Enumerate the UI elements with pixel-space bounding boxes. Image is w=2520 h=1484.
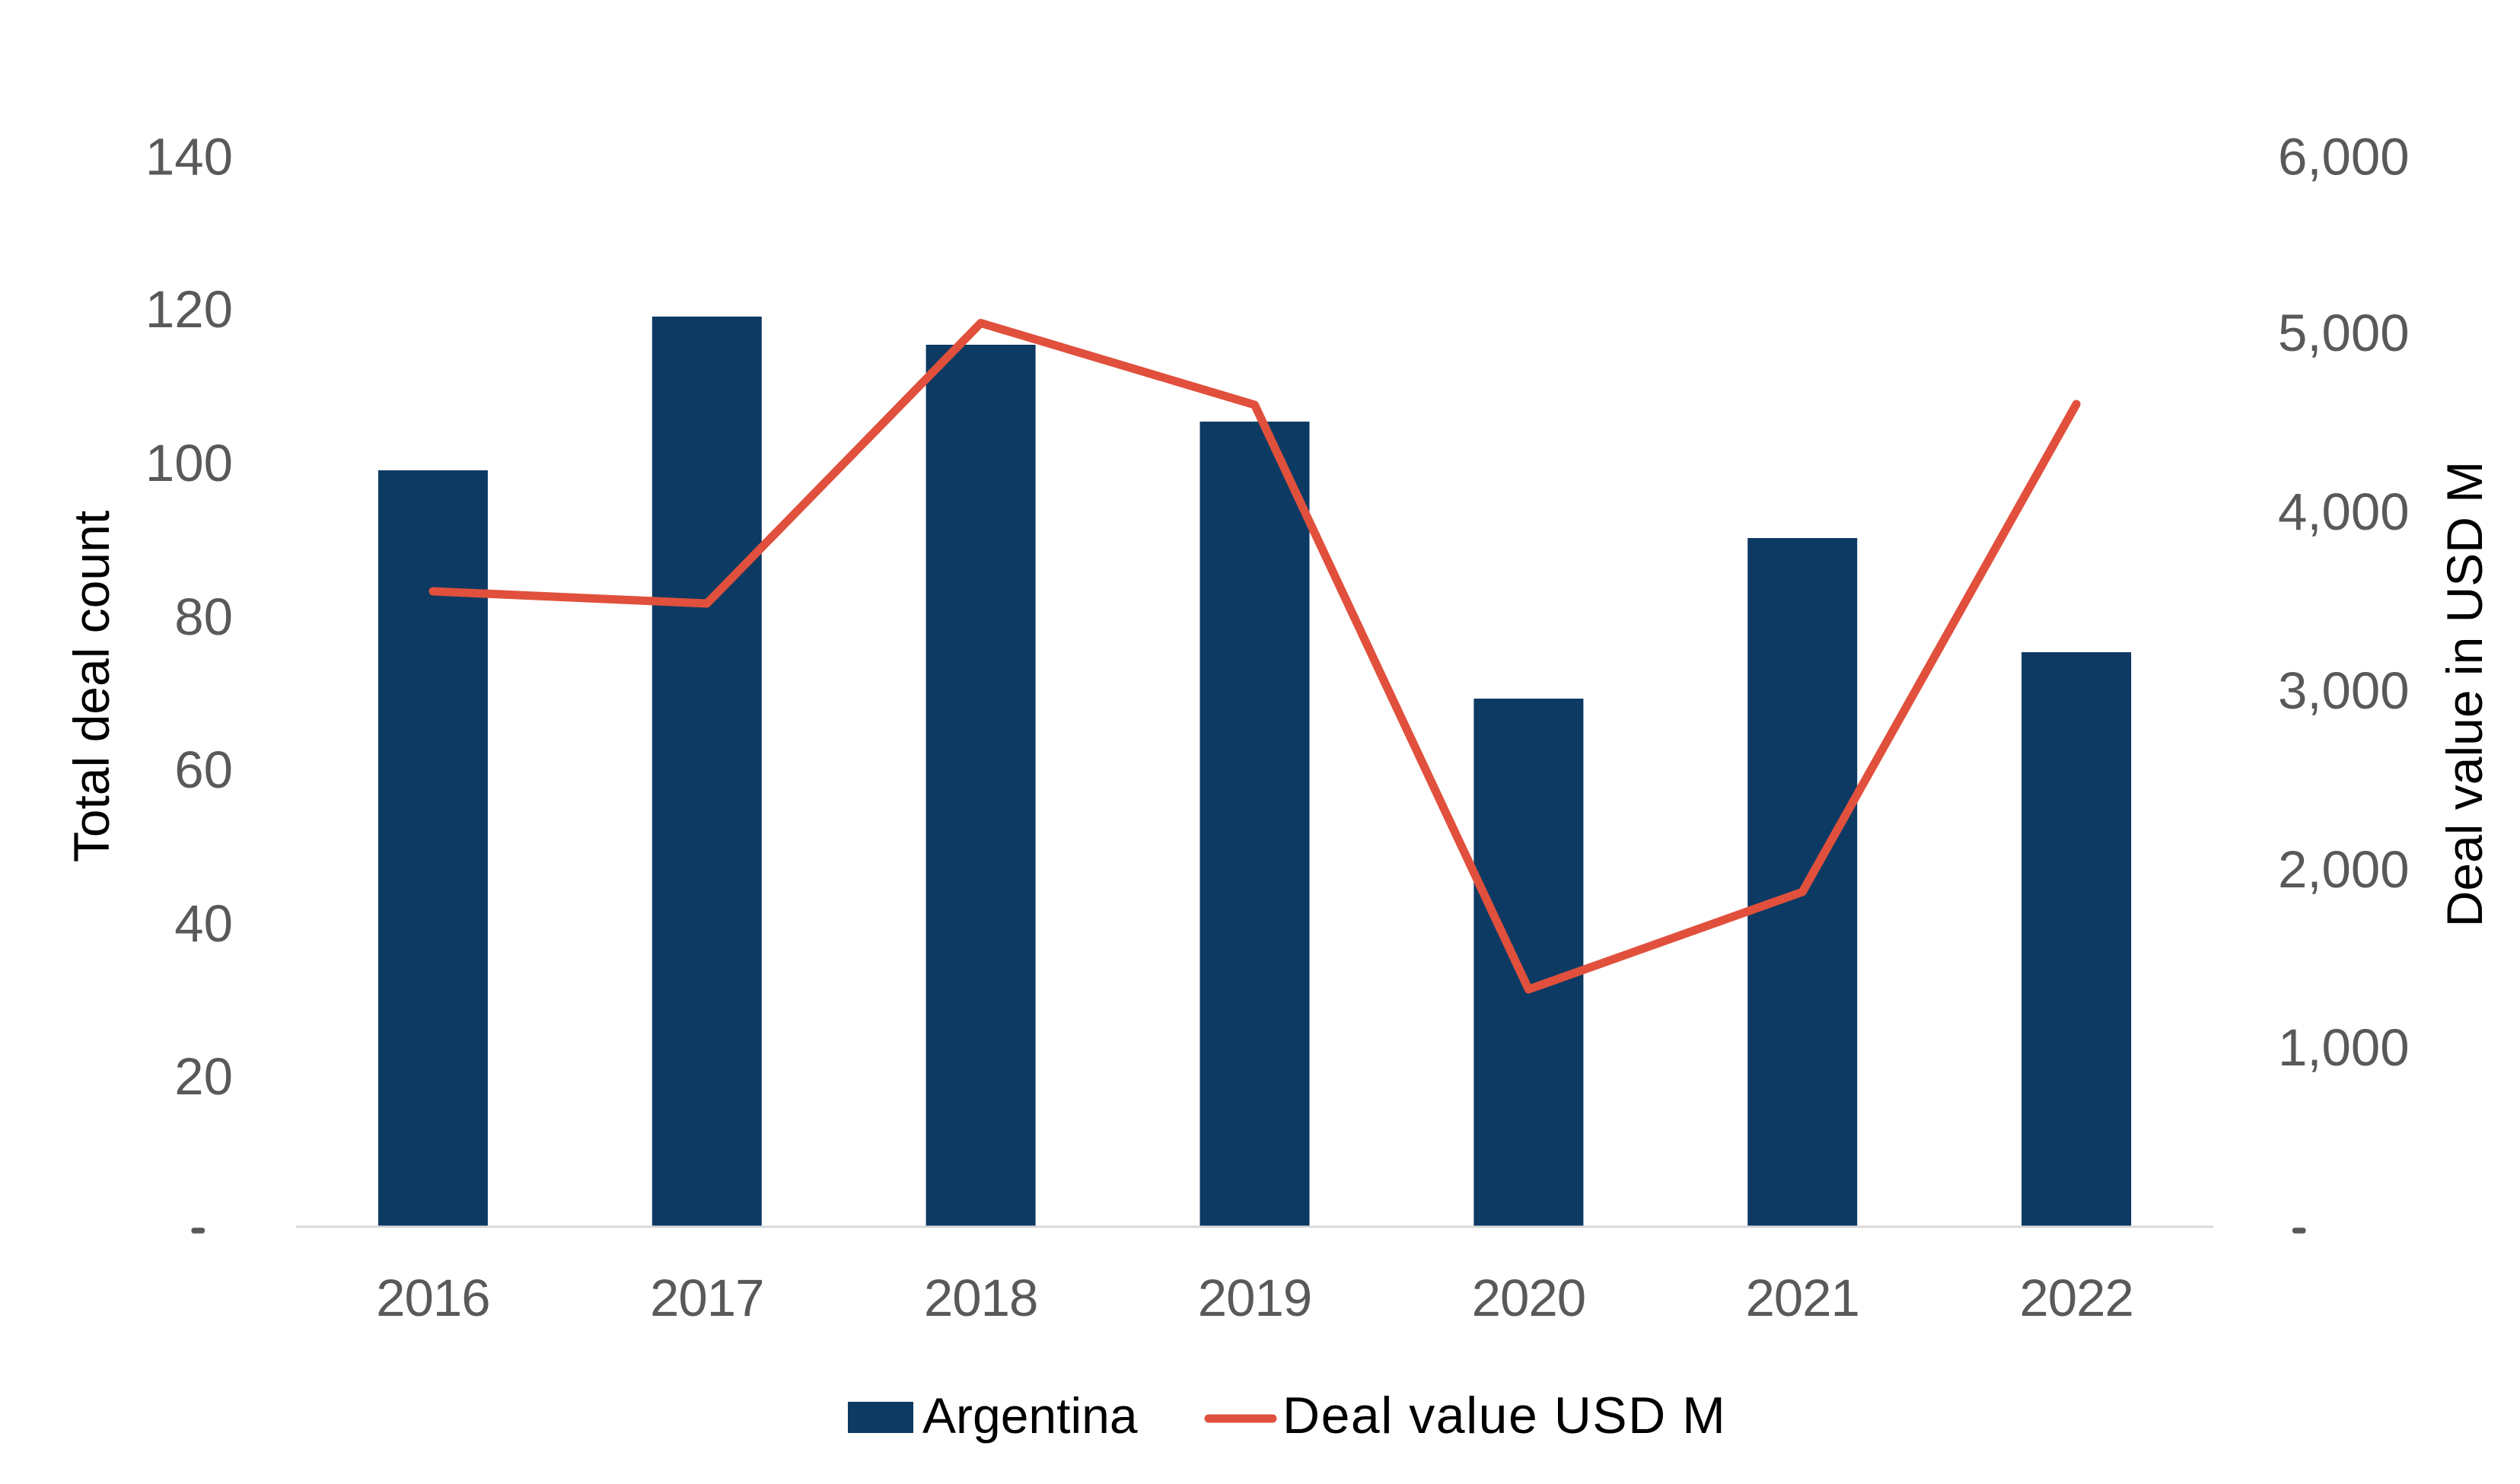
svg-text:1,000: 1,000 [2278, 1018, 2410, 1077]
svg-text:140: 140 [145, 128, 233, 186]
svg-text:Deal value USD M: Deal value USD M [1282, 1387, 1726, 1444]
svg-text:80: 80 [174, 588, 233, 646]
svg-text:2017: 2017 [650, 1269, 764, 1327]
svg-text:2,000: 2,000 [2278, 840, 2410, 899]
svg-text:2018: 2018 [924, 1269, 1038, 1327]
svg-text:Argentina: Argentina [922, 1387, 1138, 1444]
svg-text:Total deal count: Total deal count [63, 511, 119, 862]
svg-text:40: 40 [174, 894, 233, 953]
svg-text:2021: 2021 [1745, 1269, 1859, 1327]
svg-text:20: 20 [174, 1047, 233, 1106]
svg-text:3,000: 3,000 [2278, 661, 2410, 720]
svg-text:2022: 2022 [2019, 1269, 2133, 1327]
svg-text:2019: 2019 [1198, 1269, 1312, 1327]
svg-text:100: 100 [145, 434, 233, 492]
svg-text:2020: 2020 [1472, 1269, 1586, 1327]
svg-text:2016: 2016 [376, 1269, 490, 1327]
svg-text:120: 120 [145, 280, 233, 339]
svg-text:5,000: 5,000 [2278, 304, 2410, 362]
svg-text:6,000: 6,000 [2278, 128, 2410, 186]
svg-text:60: 60 [174, 740, 233, 799]
svg-text:Deal value in USD M: Deal value in USD M [2436, 461, 2493, 928]
svg-text:4,000: 4,000 [2278, 482, 2410, 541]
